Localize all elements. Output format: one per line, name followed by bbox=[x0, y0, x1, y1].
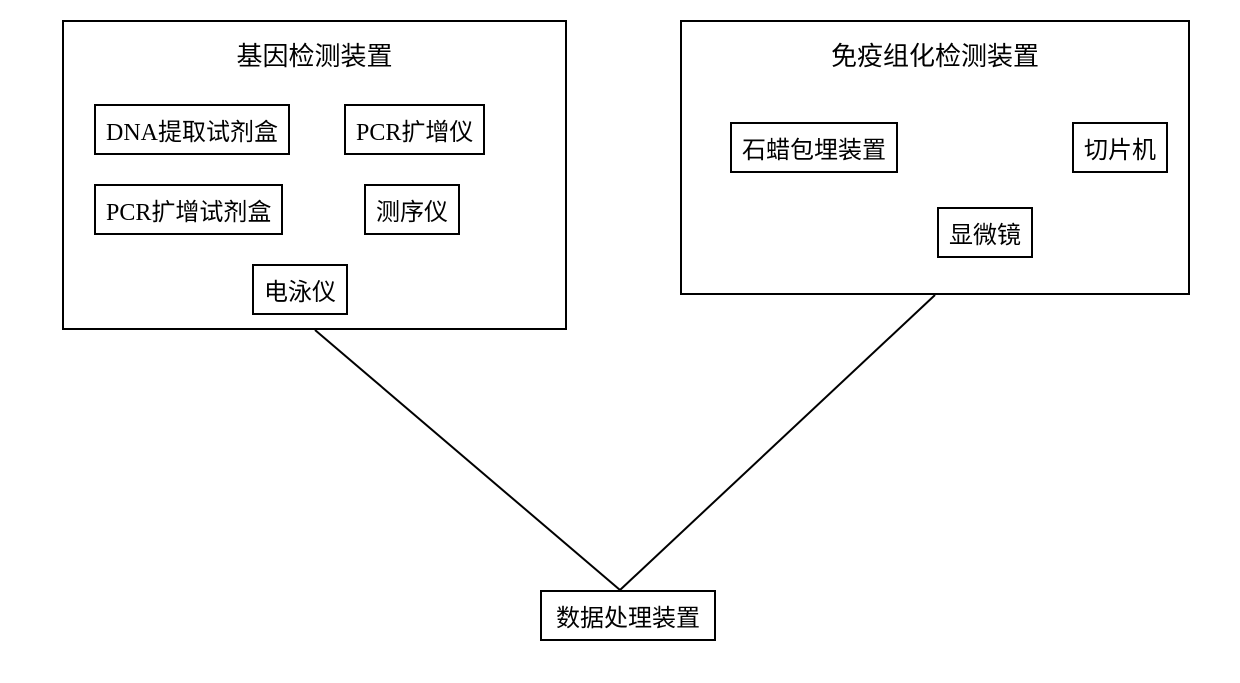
immunohistochemistry-device-box: 免疫组化检测装置 石蜡包埋装置 切片机 显微镜 bbox=[680, 20, 1190, 295]
data-processing-device-box: 数据处理装置 bbox=[540, 590, 716, 641]
microtome-box: 切片机 bbox=[1072, 122, 1168, 173]
pcr-amplifier-box: PCR扩增仪 bbox=[344, 104, 485, 155]
microscope-box: 显微镜 bbox=[937, 207, 1033, 258]
paraffin-embedding-box: 石蜡包埋装置 bbox=[730, 122, 898, 173]
immuno-title: 免疫组化检测装置 bbox=[682, 22, 1188, 83]
gene-detection-title: 基因检测装置 bbox=[64, 22, 565, 83]
electrophoresis-box: 电泳仪 bbox=[252, 264, 348, 315]
gene-detection-device-box: 基因检测装置 DNA提取试剂盒 PCR扩增仪 PCR扩增试剂盒 测序仪 电泳仪 bbox=[62, 20, 567, 330]
sequencer-box: 测序仪 bbox=[364, 184, 460, 235]
pcr-amplification-kit-box: PCR扩增试剂盒 bbox=[94, 184, 283, 235]
dna-extraction-kit-box: DNA提取试剂盒 bbox=[94, 104, 290, 155]
